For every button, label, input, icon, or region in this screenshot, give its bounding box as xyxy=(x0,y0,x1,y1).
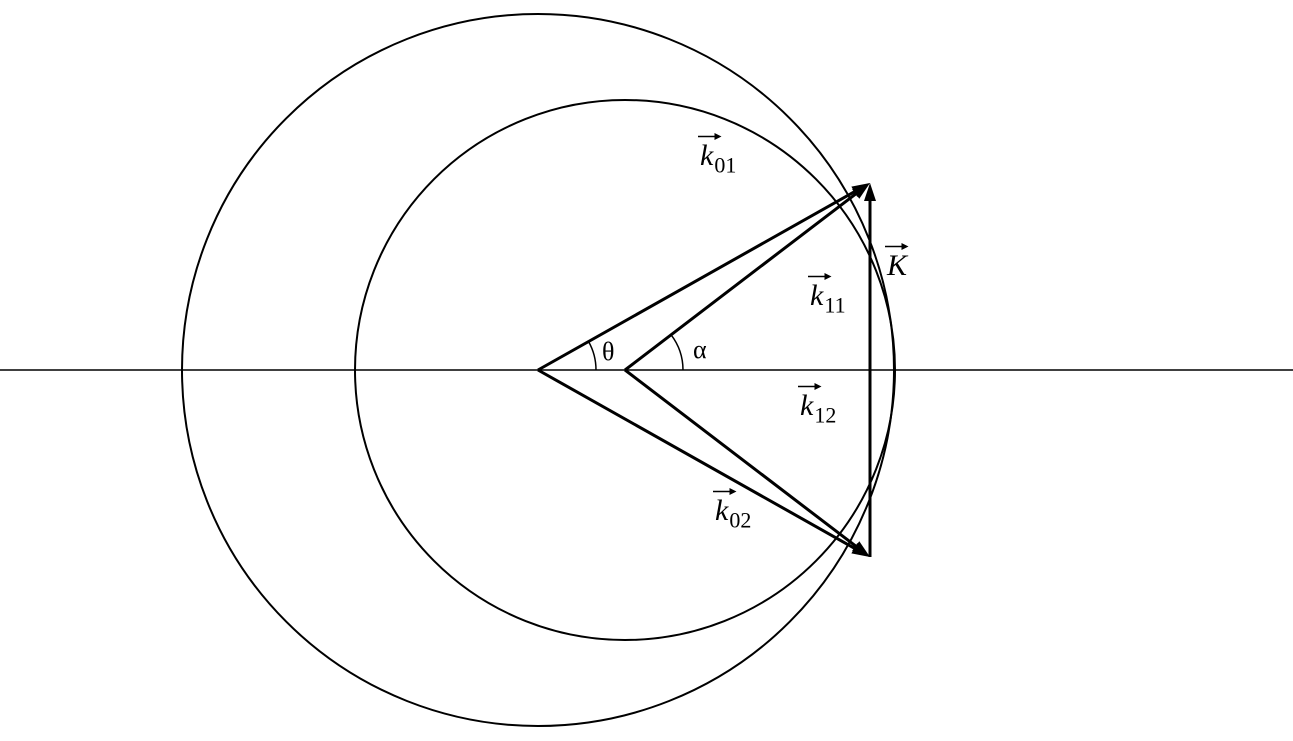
vector-diagram: k01k02k11k12Kθα xyxy=(0,0,1293,741)
label-alpha: α xyxy=(693,335,707,364)
label-K-text: K xyxy=(886,249,909,282)
label-k11-sub: 11 xyxy=(824,293,845,318)
label-k02-sub: 02 xyxy=(729,508,751,533)
label-theta-text: θ xyxy=(602,337,614,366)
label-k01-sub: 01 xyxy=(714,153,736,178)
label-K: K xyxy=(885,243,909,282)
label-k02-text: k xyxy=(715,494,729,527)
label-k12-sub: 12 xyxy=(814,403,836,428)
label-alpha-text: α xyxy=(693,335,707,364)
label-k12-text: k xyxy=(800,389,814,422)
label-theta: θ xyxy=(602,337,614,366)
label-k01-text: k xyxy=(700,139,714,172)
label-k11-text: k xyxy=(810,279,824,312)
